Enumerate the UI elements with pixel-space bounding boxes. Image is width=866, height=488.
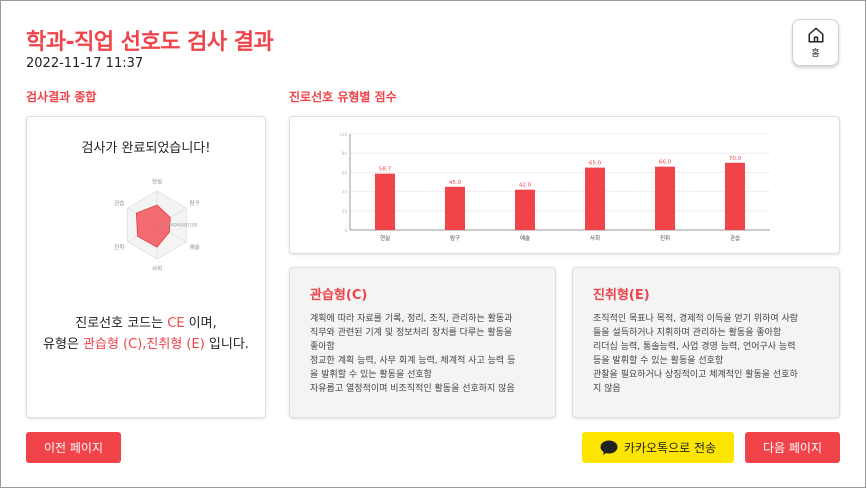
radar-value-area — [135, 204, 171, 248]
radar-axis-label: 진취 — [114, 243, 124, 251]
type-card-conventional: 관습형(C) 계획에 따라 자료를 기록, 정리, 조직, 관리하는 활동과 직… — [289, 267, 556, 418]
type-suffix: 입니다. — [204, 337, 249, 352]
prev-page-button[interactable]: 이전 페이지 — [26, 432, 121, 463]
home-button[interactable]: 홈 — [792, 19, 839, 66]
x-tick-label: 관습 — [730, 234, 740, 242]
y-tick-label: 60 — [342, 170, 348, 175]
type-card-title: 관습형(C) — [310, 288, 368, 303]
y-tick-label: 100 — [339, 132, 347, 137]
bar-value-label: 42.0 — [519, 183, 532, 189]
radar-scale-label: 0 — [159, 223, 162, 229]
x-tick-label: 사회 — [590, 234, 600, 242]
bar-예술 — [515, 189, 535, 230]
radar-axis-label: 예술 — [190, 243, 200, 251]
radar-axis-label: 사회 — [152, 265, 162, 273]
bar-value-label: 70.0 — [729, 156, 742, 162]
page-title: 학과-직업 선호도 검사 결과 — [26, 30, 274, 55]
y-tick-label: 40 — [342, 190, 348, 195]
bar-value-label: 58.7 — [379, 167, 392, 173]
code-line: 진로선호 코드는 CE 이며, — [27, 313, 265, 334]
career-code: CE — [167, 316, 185, 331]
result-code-text: 진로선호 코드는 CE 이며, 유형은 관습형 (C),진취형 (E) 입니다. — [27, 313, 265, 355]
desc-line: 좋아함 — [310, 342, 335, 352]
desc-line: 자유롭고 열정적이며 비조직적인 활동을 선호하지 않음 — [310, 384, 515, 394]
radar-scale-label: 60 — [177, 223, 183, 229]
type-card-description: 조직적인 목표나 목적, 경제적 이득을 얻기 위하여 사람 들을 설득하거나 … — [593, 312, 823, 396]
bar-현실 — [375, 173, 395, 230]
radar-axis-label: 현실 — [152, 177, 162, 185]
bar-value-label: 66.0 — [659, 160, 672, 166]
x-tick-label: 예술 — [520, 234, 530, 242]
desc-line: 지 않음 — [593, 384, 621, 394]
home-label: 홈 — [811, 49, 820, 59]
bar-진취 — [655, 166, 675, 230]
desc-line: 등을 발휘할 수 있는 활동을 선호함 — [593, 356, 724, 366]
y-tick-label: 80 — [342, 151, 348, 156]
bar-value-label: 45.0 — [449, 180, 462, 186]
home-icon — [808, 27, 823, 43]
code-prefix: 진로선호 코드는 — [75, 316, 168, 331]
summary-section-title: 검사결과 종합 — [26, 90, 97, 104]
x-tick-label: 탐구 — [450, 234, 460, 242]
chart-section-title: 진로선호 유형별 점수 — [289, 90, 397, 104]
score-bar-chart: 0 20 40 60 80 100 58.7 현실 45.0 탐구 42.0 예술 65.0 사회 66.0… — [339, 132, 770, 242]
radar-axis-label: 탐구 — [190, 199, 200, 207]
result-datetime: 2022-11-17 11:37 — [26, 56, 144, 71]
bar-사회 — [585, 167, 605, 230]
completion-heading: 검사가 완료되었습니다! — [81, 141, 211, 156]
bar-관습 — [725, 162, 745, 230]
desc-line: 직무와 관련된 기계 및 정보처리 장치를 다루는 활동을 — [310, 328, 513, 338]
desc-line: 정교한 계획 능력, 사무 회계 능력, 체계적 사고 능력 등 — [310, 356, 516, 366]
next-page-button[interactable]: 다음 페이지 — [745, 432, 840, 463]
y-tick-label: 0 — [344, 228, 347, 233]
type-card-title: 진취형(E) — [593, 288, 650, 303]
desc-line: 들을 설득하거나 지휘하며 관리하는 활동을 좋아함 — [593, 328, 782, 338]
code-suffix: 이며, — [184, 316, 217, 331]
radar-axis-label: 관습 — [114, 199, 124, 207]
x-tick-label: 현실 — [380, 234, 390, 242]
radar-scale-label: 20 — [165, 223, 171, 229]
kakao-talk-icon — [600, 440, 618, 455]
radar-scale-label: 40 — [171, 223, 177, 229]
bar-value-label: 65.0 — [589, 161, 602, 167]
kakao-share-label: 카카오톡으로 전송 — [623, 441, 717, 455]
radar-scale-label: 100 — [189, 223, 198, 229]
bar-탐구 — [445, 186, 465, 230]
type-card-enterprising: 진취형(E) 조직적인 목표나 목적, 경제적 이득을 얻기 위하여 사람 들을… — [572, 267, 840, 418]
desc-line: 리더십 능력, 통솔능력, 사업 경영 능력, 언어구사 능력 — [593, 342, 796, 352]
score-chart-card: 0 20 40 60 80 100 58.7 현실 45.0 탐구 42.0 예술 65.0 사회 66.0… — [289, 116, 840, 254]
desc-line: 조직적인 목표나 목적, 경제적 이득을 얻기 위하여 사람 — [593, 314, 799, 324]
type-line: 유형은 관습형 (C),진취형 (E) 입니다. — [27, 334, 265, 355]
kakao-share-button[interactable]: 카카오톡으로 전송 — [582, 432, 734, 463]
type-prefix: 유형은 — [43, 337, 84, 352]
desc-line: 계획에 따라 자료를 기록, 정리, 조직, 관리하는 활동과 — [310, 314, 513, 324]
desc-line: 을 발휘할 수 있는 활동을 선호함 — [310, 370, 432, 380]
radar-scale-label: 80 — [183, 223, 189, 229]
desc-line: 관찰을 필요하거나 상징적이고 체계적인 활동을 선호하 — [593, 370, 798, 380]
type-card-description: 계획에 따라 자료를 기록, 정리, 조직, 관리하는 활동과 직무와 관련된 … — [310, 312, 540, 396]
y-tick-label: 20 — [342, 209, 348, 214]
x-tick-label: 진취 — [660, 234, 670, 242]
result-types: 관습형 (C),진취형 (E) — [83, 337, 205, 352]
